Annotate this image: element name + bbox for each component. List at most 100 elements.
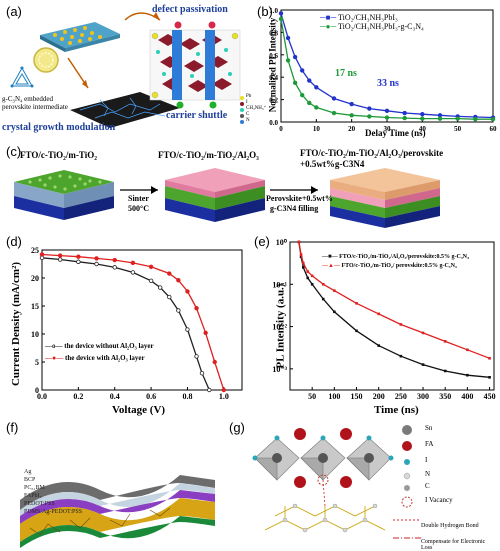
data-point (402, 115, 407, 121)
data-point (300, 92, 305, 98)
chart-d: 0.0 0.2 0.4 0.6 0.8 1.0 0 5 10 15 20 25 (31, 246, 243, 401)
ann-33ns: 33 ns (377, 78, 399, 89)
data-point (278, 11, 284, 16)
data-point (292, 54, 298, 60)
panel-e-label: (e) (254, 234, 270, 249)
data-point (194, 306, 199, 311)
data-point (185, 327, 190, 332)
data-point (367, 114, 372, 119)
series-line-2 (41, 253, 225, 391)
chart-b-legend-2: ─●─ TiO₂/CH₃NH₃PbI₃-g-C₃N₄ (320, 22, 424, 31)
panel-c-label: (c) (6, 144, 22, 159)
y-tick-label: 0.8 (269, 29, 278, 37)
panel-f-label: (f) (6, 420, 19, 435)
x-tick-label: 450 (484, 392, 496, 401)
series-line-1 (280, 13, 494, 119)
chart-e-legend-2-label: FTO/c-TiO₂/m-TiO₂/ perovskite:0.5% g-C₃N… (341, 263, 457, 269)
data-point (466, 373, 469, 377)
data-point (112, 265, 117, 270)
data-point (399, 323, 403, 326)
data-point (285, 35, 291, 41)
chart-d-legend-1: —o— the device without Al₂O₃ layer (45, 342, 154, 350)
chart-b-legend-1: ─■─ TiO₂/CH₃NH₃PbI₃ (320, 13, 398, 22)
panel-d-label: (d) (6, 234, 22, 249)
x-tick-label: 0 (279, 125, 283, 133)
panel-a-legend: Pb I CH₃NH₃⁺ C N (246, 94, 266, 124)
legend-n: N (246, 118, 250, 123)
data-point (420, 116, 425, 121)
legend-pb: Pb (246, 94, 252, 99)
data-point (176, 308, 181, 313)
chart-d-xlabel: Voltage (V) (112, 404, 166, 416)
chart-d-legend-2: —●— the device with Al₂O₃ layer (45, 354, 145, 362)
x-tick-label: 50 (454, 125, 462, 133)
data-point (148, 278, 154, 283)
data-point (377, 312, 380, 316)
y-tick-label: 25 (31, 246, 39, 255)
chart-b: 0 10 20 30 40 50 60 0.0 0.2 0.4 0.6 0.8 1.0 (269, 7, 497, 133)
x-tick-label: 30 (384, 125, 392, 133)
arrow1-text-b: 500°C (128, 204, 149, 213)
legend-fa: FA (425, 440, 434, 448)
x-tick-label: 250 (395, 392, 407, 401)
y-tick-label: 1.0 (269, 7, 278, 15)
arrow1-text-a: Sinter (128, 194, 149, 203)
data-point (299, 253, 303, 256)
chart-b-legend-2-label: TiO₂/CH₃NH₃PbI₃-g-C₃N₄ (338, 22, 424, 31)
panel-c-illustration (14, 168, 440, 228)
panel-g-legend: Sn FA I N C I Vacancy (425, 424, 453, 504)
data-point (292, 80, 298, 85)
data-point (212, 359, 217, 365)
data-point (307, 100, 312, 106)
data-point (367, 106, 372, 111)
carrier-shuttle-text: carrier shuttle (166, 110, 228, 121)
y-tick-label: 0 (35, 386, 39, 395)
y-tick-label: 10⁻³ (272, 365, 287, 374)
stack-2 (165, 168, 265, 222)
intermediate-text: g-C₃N₄ embedded perovskite intermediate (2, 95, 68, 111)
data-point (355, 302, 358, 305)
panel-a: (a) (0, 0, 266, 140)
step1-label: FTO/c-TiO₂/m-TiO₂ (20, 150, 97, 160)
data-point (57, 257, 63, 262)
data-point (148, 264, 154, 269)
x-tick-label: 10 (313, 125, 321, 133)
data-point (443, 340, 447, 343)
compensate-text: Compensate for Electronic Loss (421, 539, 486, 551)
data-point (285, 58, 291, 63)
data-point (221, 387, 227, 393)
chart-d-legend: —o— the device without Al₂O₃ layer —●— t… (45, 342, 154, 362)
x-tick-label: 200 (373, 392, 385, 401)
panel-a-label: (a) (6, 4, 22, 19)
data-point (490, 116, 496, 122)
step3-label-b: +0.5wt%g-C3N4 (300, 159, 365, 169)
x-tick-label: 100 (328, 392, 340, 401)
data-point (112, 257, 117, 263)
panel-g-label: (g) (229, 420, 245, 435)
chart-b-xlabel: Delay Time (ns) (365, 128, 426, 138)
layer-pedot: PEDOT:PSS (24, 501, 55, 507)
data-point (443, 369, 447, 373)
panel-g: (g) (225, 420, 500, 551)
data-point (199, 370, 205, 376)
data-point (331, 110, 337, 116)
chart-e-ylabel: PL Intensity (a.u.) (274, 283, 287, 369)
defect-passivation-text: defect passivation (152, 4, 228, 15)
data-point (321, 282, 325, 286)
step2-label: FTO/c-TiO₂/m-TiO₂/Al₂O₃ (158, 150, 259, 160)
panel-f: (f) Ag BCP PC₆₁BM FAPbI₃ PEDOT:PSS PDMS/… (0, 420, 225, 550)
data-point (194, 354, 199, 359)
x-tick-label: 0.6 (146, 392, 156, 401)
y-tick-label: 10⁻¹ (272, 280, 287, 289)
data-point (167, 271, 172, 276)
data-point (349, 113, 354, 118)
data-point (377, 344, 380, 347)
data-point (94, 256, 99, 261)
data-point (402, 110, 407, 116)
plot-frame (41, 249, 243, 391)
data-point (314, 85, 319, 90)
data-point (310, 274, 314, 278)
data-point (331, 96, 337, 101)
panel-e: (e) 50 100 150 200 250 300 350 400 450 10⁰ 10⁻¹ 10⁻… (250, 230, 500, 420)
y-tick-label: 10 (31, 330, 39, 339)
